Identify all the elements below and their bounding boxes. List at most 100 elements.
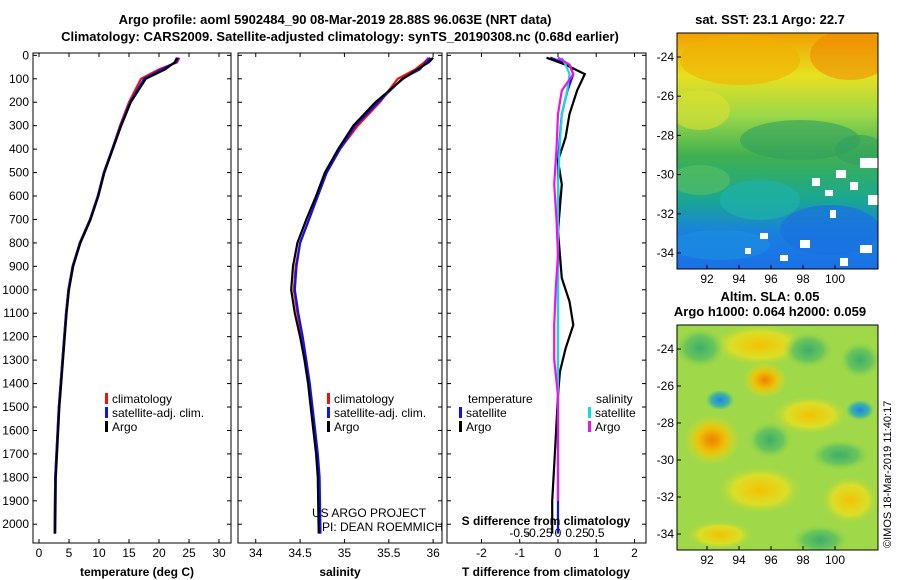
depth-tick-label: 1400 xyxy=(2,377,29,391)
credit-project: US ARGO PROJECT xyxy=(312,506,427,520)
x-tick-label: -1 xyxy=(514,546,525,560)
depth-tick-label: 1100 xyxy=(3,306,29,320)
depth-tick-label: 1900 xyxy=(2,494,29,508)
sst-map-image xyxy=(677,33,878,269)
s-tick-label: -0.5 xyxy=(509,526,530,540)
difference-plot: -2 -1 0 1 2-0.5-0.25 0 0.25 0.5 xyxy=(476,53,638,560)
t-difference-xlabel: T difference from climatology xyxy=(462,565,630,579)
depth-tick-label: 1200 xyxy=(2,330,29,344)
map-x-tick-label: 96 xyxy=(764,553,778,567)
credit-pi: PI: DEAN ROEMMICH xyxy=(322,520,443,534)
x-tick-label: 30 xyxy=(212,546,226,560)
temperature-panel-frame xyxy=(32,52,232,544)
legend-label-s-argo: Argo xyxy=(595,420,621,434)
map-y-tick-label: -30 xyxy=(657,453,675,467)
map-y-tick-label: -34 xyxy=(657,527,675,541)
legend-swatch-s-satellite xyxy=(588,407,591,418)
series-line-satellite-adj-clim- xyxy=(53,57,180,534)
depth-tick-label: 500 xyxy=(9,166,29,180)
depth-axis: 0 100 200 300 400 500 600 700 800 900 1000 1100 1200… xyxy=(2,48,646,531)
sla-map-title: Altim. SLA: 0.05 xyxy=(721,289,820,304)
salinity-panel-frame xyxy=(237,52,443,544)
legend-label-climatology: climatology xyxy=(334,392,394,406)
x-tick-label: 35 xyxy=(338,546,352,560)
series-line-satellite-adj-clim- xyxy=(293,56,432,534)
legend-label-climatology: climatology xyxy=(112,392,172,406)
x-tick-label: 10 xyxy=(92,546,106,560)
sla-map-frame xyxy=(676,324,879,551)
map-y-tick-label: -32 xyxy=(657,490,675,504)
legend-label-satellite: satellite-adj. clim. xyxy=(334,406,426,420)
depth-tick-label: 600 xyxy=(9,189,29,203)
series-line-climatology xyxy=(292,56,430,534)
depth-tick-label: 800 xyxy=(9,236,29,250)
s-tick-label: 0.5 xyxy=(588,526,605,540)
map-x-tick-label: 94 xyxy=(732,272,746,286)
legend-label-s-satellite: satellite xyxy=(595,406,636,420)
x-tick-label: 35.5 xyxy=(377,546,401,560)
depth-tick-label: 100 xyxy=(9,72,29,86)
temperature-plot: 0 5 10 15 20 25 30 xyxy=(36,53,226,560)
legend-swatch-argo xyxy=(105,421,108,432)
series-line-salinity-argo xyxy=(553,56,575,501)
legend-label-satellite: satellite-adj. clim. xyxy=(112,406,204,420)
legend-swatch-satellite xyxy=(327,407,330,418)
legend-label-argo: Argo xyxy=(112,420,138,434)
depth-tick-label: 0 xyxy=(22,48,29,62)
sla-map-subtitle: Argo h1000: 0.064 h2000: 0.059 xyxy=(674,304,866,319)
depth-tick-label: 1300 xyxy=(2,353,29,367)
depth-tick-label: 1600 xyxy=(2,423,29,437)
legend-swatch-climatology xyxy=(327,393,330,404)
map-y-tick-label: -26 xyxy=(657,379,675,393)
series-line-argo xyxy=(290,56,434,534)
sst-map-axes: 92 94 96 98 100 -24 -26 -28 -30 -32 -34 xyxy=(657,50,846,286)
legend-label-t-argo: Argo xyxy=(466,420,492,434)
s-difference-xlabel: S difference from climatology xyxy=(462,514,631,528)
series-line-climatology xyxy=(53,57,181,534)
x-tick-label: -2 xyxy=(476,546,487,560)
depth-tick-label: 700 xyxy=(9,212,29,226)
series-line-temperature-argo xyxy=(546,56,587,534)
map-y-tick-label: -24 xyxy=(657,50,675,64)
legend-swatch-s-argo xyxy=(588,421,591,432)
legend-label-argo: Argo xyxy=(334,420,360,434)
salinity-xlabel: salinity xyxy=(319,565,361,579)
depth-tick-label: 200 xyxy=(9,95,29,109)
map-x-tick-label: 92 xyxy=(700,272,714,286)
sla-map-axes: 92 94 96 98 100 -24 -26 -28 -30 -32 -34 xyxy=(657,342,846,567)
series-line-argo xyxy=(54,57,178,534)
map-x-tick-label: 98 xyxy=(796,272,810,286)
salinity-plot: 34 34.5 35 35.5 36 xyxy=(249,53,440,560)
map-x-tick-label: 100 xyxy=(825,553,845,567)
legend-swatch-t-satellite xyxy=(459,407,462,418)
figure-title-line2: Climatology: CARS2009. Satellite-adjuste… xyxy=(61,29,619,44)
map-x-tick-label: 100 xyxy=(825,272,845,286)
map-y-tick-label: -26 xyxy=(657,89,675,103)
s-tick-label: 0.25 xyxy=(565,526,589,540)
x-tick-label: 0 xyxy=(555,546,562,560)
difference-legend: temperature satellite Argo salinity sate… xyxy=(459,392,636,434)
map-x-tick-label: 96 xyxy=(764,272,778,286)
x-tick-label: 34 xyxy=(249,546,263,560)
map-x-tick-label: 92 xyxy=(700,553,714,567)
legend-swatch-argo xyxy=(327,421,330,432)
depth-tick-label: 1800 xyxy=(2,470,29,484)
map-y-tick-label: -34 xyxy=(657,246,675,260)
depth-tick-label: 400 xyxy=(9,142,29,156)
temperature-xlabel: temperature (deg C) xyxy=(80,565,194,579)
legend-heading-temperature: temperature xyxy=(468,392,533,406)
x-tick-label: 15 xyxy=(122,546,136,560)
map-y-tick-label: -32 xyxy=(657,207,675,221)
depth-tick-label: 2000 xyxy=(2,517,29,531)
map-y-tick-label: -28 xyxy=(657,416,675,430)
sst-map-title: sat. SST: 23.1 Argo: 22.7 xyxy=(695,12,845,27)
x-tick-label: 1 xyxy=(593,546,600,560)
legend-swatch-t-argo xyxy=(459,421,462,432)
depth-tick-label: 300 xyxy=(9,119,29,133)
depth-tick-label: 1500 xyxy=(2,400,29,414)
x-tick-label: 5 xyxy=(66,546,73,560)
depth-tick-label: 900 xyxy=(9,259,29,273)
map-x-tick-label: 94 xyxy=(732,553,746,567)
imos-stamp: ©IMOS 18-Mar-2019 11:40:17 xyxy=(882,401,894,548)
